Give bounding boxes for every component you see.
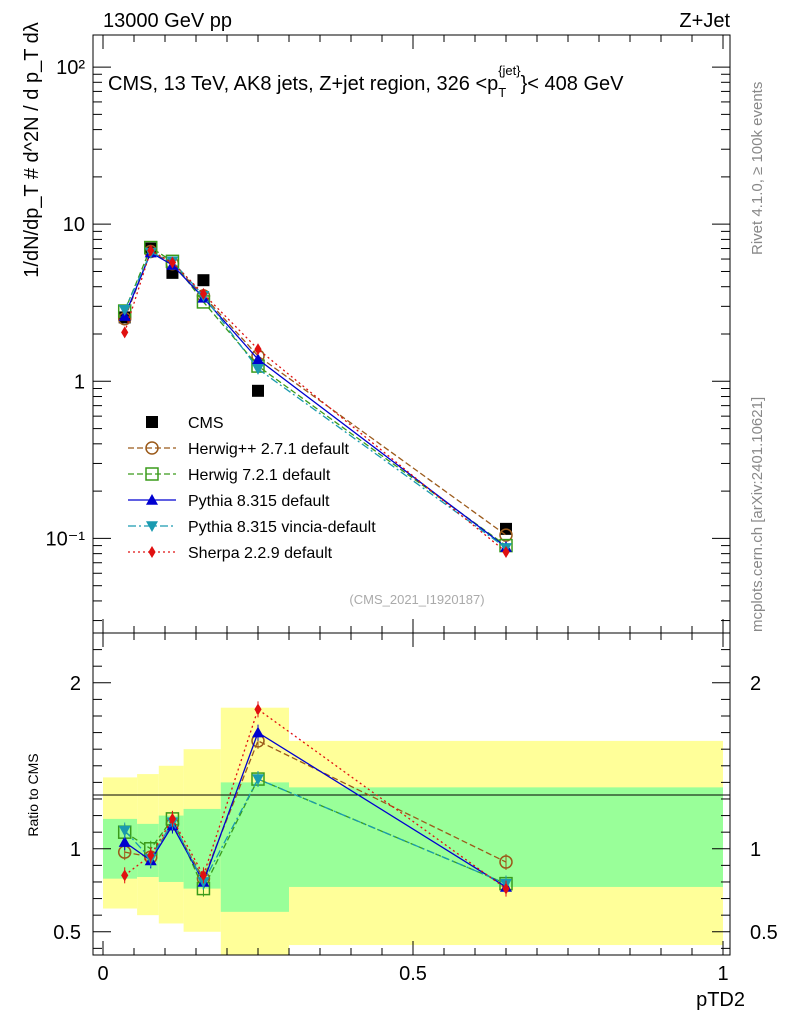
marker-pythia <box>146 494 158 505</box>
y-tick-label-ratio: 0.5 <box>53 922 81 944</box>
marker-sherpa <box>502 882 510 895</box>
analysis-id: (CMS_2021_I1920187) <box>349 592 484 607</box>
y-axis-label-ratio: Ratio to CMS <box>25 753 41 836</box>
marker-sherpa <box>168 812 177 825</box>
series-line-ratio <box>124 731 507 888</box>
marker-sherpa <box>147 849 155 862</box>
plot-title-sup: {jet} <box>498 63 521 78</box>
ratio-band-inner <box>137 823 159 877</box>
marker-cms <box>197 274 210 287</box>
ratio-uncertainty-bands <box>103 707 723 955</box>
marker-cms <box>146 416 158 428</box>
y-tick-label-ratio: 1 <box>70 839 81 861</box>
marker-pythia <box>118 836 131 847</box>
marker-herwigpp <box>499 855 513 869</box>
marker-herwigpp <box>499 528 513 542</box>
plot-title-tail: }< 408 GeV <box>521 73 625 95</box>
marker-vincia <box>146 521 158 532</box>
process-label: Z+Jet <box>679 10 730 32</box>
axis-ticks: 0 0.5 1 10⁻¹ 1 10 10² 0.5 0.5 1 1 2 2 <box>46 35 778 985</box>
y-tick-label-main: 10⁻¹ <box>46 528 86 550</box>
marker-pythia <box>252 353 264 365</box>
ratio-band-inner <box>289 787 723 887</box>
legend-label: Pythia 8.315 vincia-default <box>188 519 376 536</box>
series-line-ratio <box>124 708 507 890</box>
rivet-version-label: Rivet 4.1.0, ≥ 100k events <box>749 82 766 255</box>
y-tick-label-ratio-right: 2 <box>750 673 761 695</box>
legend-label: CMS <box>188 415 224 432</box>
marker-sherpa <box>148 546 156 558</box>
y-tick-label-main: 10 <box>63 214 85 236</box>
marker-vincia <box>252 364 264 375</box>
marker-cms <box>252 384 264 397</box>
marker-vincia <box>118 825 131 837</box>
legend-label: Herwig++ 2.7.1 default <box>188 441 350 458</box>
main-series <box>117 240 513 558</box>
plot-title: CMS, 13 TeV, AK8 jets, Z+jet region, 326… <box>108 63 624 100</box>
mcplots-source-label: mcplots.cern.ch [arXiv:2401.10621] <box>749 397 766 632</box>
marker-sherpa <box>502 545 510 558</box>
marker-sherpa <box>199 869 208 882</box>
ratio-series <box>117 701 513 897</box>
series-line-main <box>124 249 507 553</box>
marker-vincia <box>118 305 131 316</box>
marker-sherpa <box>254 703 262 716</box>
marker-sherpa <box>199 287 208 300</box>
series-line-main <box>124 251 507 549</box>
energy-label: 13000 GeV pp <box>103 10 232 32</box>
ratio-band-inner <box>220 782 289 912</box>
y-tick-label-ratio-right: 0.5 <box>750 922 778 944</box>
y-tick-label-ratio: 2 <box>70 673 81 695</box>
marker-sherpa <box>254 343 262 356</box>
x-tick-label: 1 <box>717 963 728 985</box>
marker-pythia <box>252 726 264 738</box>
marker-sherpa <box>168 256 177 269</box>
marker-sherpa <box>121 326 129 339</box>
x-tick-label: 0 <box>97 963 108 985</box>
y-tick-label-ratio-right: 1 <box>750 839 761 861</box>
series-line-ratio <box>124 778 507 885</box>
legend-label: Pythia 8.315 default <box>188 493 330 510</box>
marker-vincia <box>252 774 264 786</box>
y-axis-label-main: 1/dN/dp_T # d^2N / d p_T dλ <box>21 22 43 277</box>
series-line-main <box>124 250 507 536</box>
plot-title-sub: T <box>498 85 506 100</box>
marker-herwigpp <box>145 441 159 455</box>
marker-herwig7 <box>145 467 159 481</box>
x-tick-label: 0.5 <box>399 963 427 985</box>
main-panel-frame <box>92 34 731 634</box>
ratio-panel-frame <box>92 632 731 956</box>
legend: CMS Herwig++ 2.7.1 default Herwig 7.2.1 de… <box>128 415 376 562</box>
marker-cms <box>166 266 179 279</box>
x-axis-label: pTD2 <box>696 989 745 1011</box>
marker-sherpa <box>147 244 155 257</box>
legend-label: Herwig 7.2.1 default <box>188 467 331 484</box>
y-tick-label-main: 1 <box>74 371 85 393</box>
y-tick-label-main: 10² <box>56 57 85 79</box>
plot-title-main: CMS, 13 TeV, AK8 jets, Z+jet region, 326… <box>108 73 498 95</box>
marker-sherpa <box>121 869 129 882</box>
legend-label: Sherpa 2.2.9 default <box>188 545 333 562</box>
